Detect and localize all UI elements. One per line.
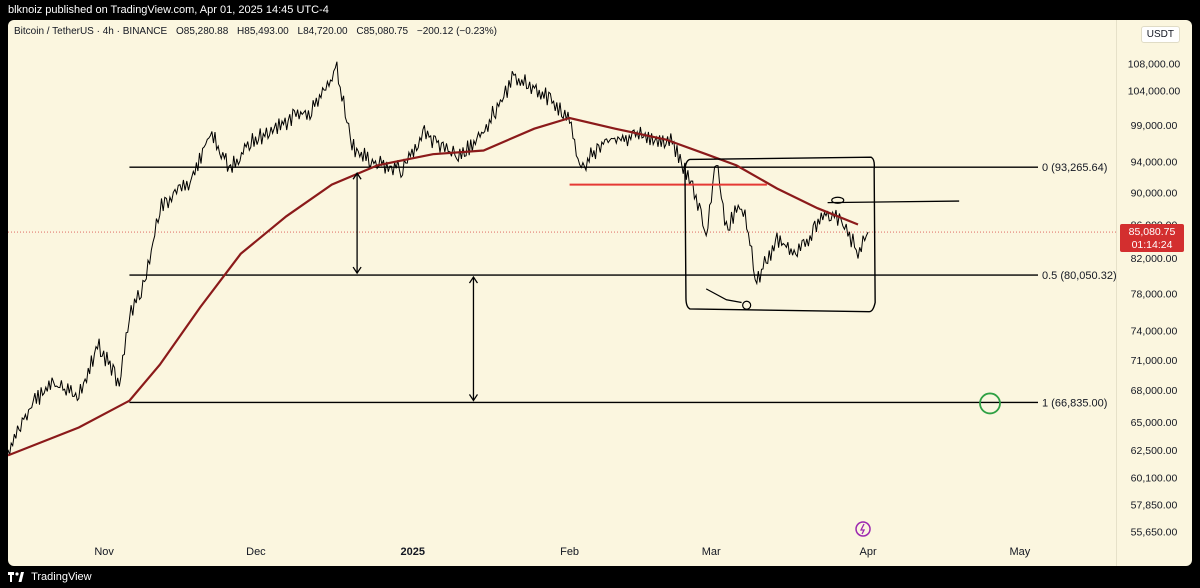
x-tick-label: 2025 (401, 546, 425, 558)
x-tick-label: Dec (246, 546, 266, 558)
price-series-line (8, 61, 869, 456)
low-value: L84,720.00 (297, 26, 348, 37)
ohlc-legend: Bitcoin / TetherUS · 4h · BINANCE O85,28… (14, 26, 503, 37)
change-value: −200.12 (−0.23%) (416, 26, 497, 37)
price-chart[interactable]: Nov Dec 2025 Feb Mar Apr May 108,000.00 104,000.… (8, 20, 1192, 566)
y-tick-label: 71,000.00 (1131, 355, 1178, 367)
fib-level-label: 0 (93,265.64) (1042, 162, 1107, 174)
high-value: H85,493.00 (237, 26, 289, 37)
price-scale-divider (1116, 20, 1117, 566)
y-tick-label: 108,000.00 (1128, 59, 1181, 71)
moving-average-line (8, 116, 859, 457)
x-tick-label: Nov (94, 546, 114, 558)
current-price-value: 85,080.75 (1129, 226, 1176, 238)
y-tick-label: 78,000.00 (1131, 288, 1178, 300)
drawn-small-circle (742, 300, 752, 310)
y-tick-label: 82,000.00 (1131, 253, 1178, 265)
tradingview-logo-icon (8, 572, 24, 583)
hand-drawn-range-box (684, 156, 876, 313)
fib-level-label: 1 (66,835.00) (1042, 397, 1107, 409)
x-tick-label: May (1009, 546, 1030, 558)
symbol-label: Bitcoin / TetherUS · 4h · BINANCE (14, 26, 168, 37)
y-tick-label: 99,000.00 (1131, 120, 1178, 132)
fib-distance-arrow-head (352, 172, 362, 180)
drawn-horizontal-line (827, 200, 960, 204)
y-tick-label: 74,000.00 (1131, 326, 1178, 338)
fib-level-label: 0.5 (80,050.32) (1042, 270, 1117, 282)
x-tick-label: Mar (702, 546, 721, 558)
fib-distance-arrow-head (468, 275, 479, 284)
drawn-connector (705, 288, 742, 304)
y-tick-label: 90,000.00 (1131, 187, 1178, 199)
drawn-small-circle (831, 196, 845, 204)
published-text: blknoiz published on TradingView.com, Ap… (8, 4, 329, 16)
close-value: C85,080.75 (356, 26, 409, 37)
y-tick-label: 60,100.00 (1131, 472, 1178, 484)
x-tick-label: Feb (560, 546, 579, 558)
y-tick-label: 55,650.00 (1131, 527, 1178, 539)
brand-name: TradingView (31, 571, 92, 584)
chart-panel[interactable]: Nov Dec 2025 Feb Mar Apr May 108,000.00 104,000.… (8, 20, 1192, 566)
open-value: O85,280.88 (175, 26, 229, 37)
y-tick-label: 62,500.00 (1131, 445, 1178, 457)
current-price-label-box (1120, 224, 1184, 253)
green-target-circle (979, 392, 1001, 415)
fib-distance-arrow-head (352, 266, 362, 275)
price-countdown: 01:14:24 (1132, 239, 1173, 251)
y-tick-label: 104,000.00 (1128, 85, 1181, 97)
publisher-bar: blknoiz published on TradingView.com, Ap… (0, 0, 1200, 20)
tradingview-footer: TradingView (0, 566, 1200, 588)
y-tick-label: 57,850.00 (1131, 499, 1178, 511)
lightning-icon (855, 521, 871, 537)
y-tick-label: 65,000.00 (1131, 417, 1178, 429)
x-tick-label: Apr (860, 546, 877, 558)
fib-distance-arrow-head (468, 394, 479, 402)
y-tick-label: 68,000.00 (1131, 385, 1178, 397)
y-tick-label: 94,000.00 (1131, 157, 1178, 169)
currency-unit-button[interactable]: USDT (1140, 26, 1180, 43)
lightning-icon-bolt (859, 523, 866, 535)
